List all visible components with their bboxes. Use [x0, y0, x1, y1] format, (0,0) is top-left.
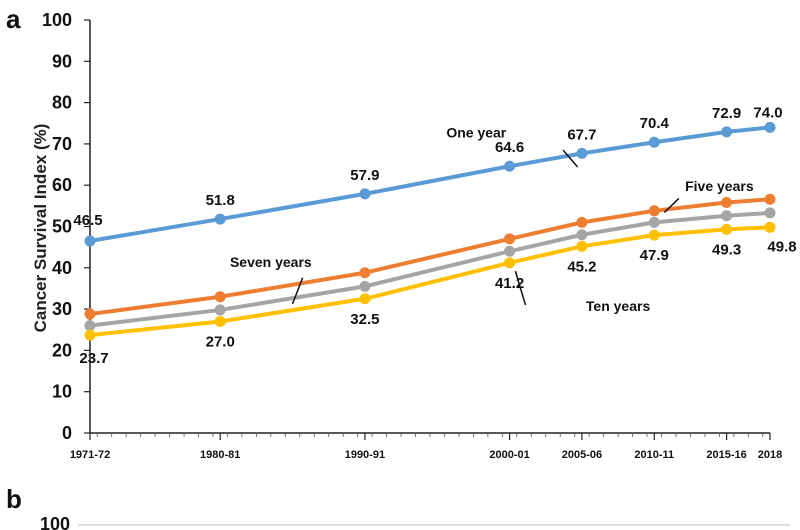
series-line-ten-years — [88, 225, 772, 338]
x-tick-label: 1990-91 — [345, 449, 385, 461]
data-label-one-year: 72.9 — [712, 105, 741, 122]
data-point-five-years — [576, 216, 588, 228]
data-point-ten-years — [721, 223, 733, 235]
leader-line-ten-years — [514, 270, 527, 306]
data-labels-layer: 46.5 51.8 57.9 64.6 67.7 70.4 72.9 74.0 23.7 27.0… — [73, 104, 796, 367]
series-name-five-years: Five years — [685, 178, 754, 194]
series-callouts: One year Five years Seven years Ten years — [230, 125, 754, 314]
data-point-five-years — [764, 193, 776, 205]
data-point-ten-years — [504, 257, 516, 269]
data-point-ten-years — [764, 221, 776, 233]
series-name-seven-years: Seven years — [230, 254, 312, 270]
y-tick-label: 0 — [62, 423, 72, 443]
data-point-seven-years — [504, 245, 516, 257]
data-point-ten-years — [214, 315, 226, 327]
data-point-one-year — [504, 160, 516, 172]
data-point-seven-years — [721, 210, 733, 222]
data-label-one-year: 46.5 — [73, 212, 102, 229]
data-point-one-year — [359, 188, 371, 200]
y-tick-label: 50 — [52, 217, 72, 237]
data-point-ten-years — [576, 240, 588, 252]
series-line-seven-years — [88, 210, 772, 328]
data-label-one-year: 57.9 — [350, 167, 379, 184]
y-tick-label: 90 — [52, 51, 72, 71]
x-tick-label: 2000-01 — [489, 449, 529, 461]
x-tick-label: 1971-72 — [70, 449, 110, 461]
data-label-ten-years: 49.3 — [712, 241, 741, 258]
data-label-ten-years: 49.8 — [767, 238, 796, 255]
x-tick-label: 2015-16 — [706, 449, 746, 461]
y-tick-label: 10 — [52, 382, 72, 402]
data-point-five-years — [504, 233, 516, 245]
data-point-five-years — [214, 291, 226, 303]
y-tick-label: 100 — [42, 10, 72, 30]
data-point-one-year — [214, 213, 226, 225]
y-axis-title: Cancer Survival Index (%) — [31, 124, 50, 333]
data-label-one-year: 67.7 — [567, 126, 596, 143]
y-tick-label: 20 — [52, 340, 72, 360]
data-label-ten-years: 45.2 — [567, 258, 596, 275]
data-point-ten-years — [359, 293, 371, 305]
y-tick-label: 30 — [52, 299, 72, 319]
data-point-five-years — [721, 197, 733, 209]
series-name-ten-years: Ten years — [586, 298, 651, 314]
panel-label-a: a — [6, 4, 21, 34]
x-tick-label: 1980-81 — [200, 449, 240, 461]
chart-axes: 0 10 20 30 40 50 60 70 80 90 100 1971-72 1980-81 1990… — [42, 10, 782, 461]
data-point-five-years — [359, 267, 371, 279]
data-point-one-year — [576, 147, 588, 159]
data-point-seven-years — [214, 304, 226, 316]
y-tick-label: 40 — [52, 258, 72, 278]
x-tick-label: 2010-11 — [634, 449, 674, 461]
panel-b-y-tick-100: 100 — [40, 514, 70, 530]
panel-label-b: b — [6, 484, 22, 514]
data-label-one-year: 70.4 — [640, 115, 670, 132]
data-label-ten-years: 23.7 — [79, 350, 108, 367]
data-point-one-year — [84, 235, 96, 247]
series-line-one-year — [88, 125, 772, 243]
x-tick-label: 2018 — [758, 449, 782, 461]
data-point-ten-years — [84, 329, 96, 341]
data-label-one-year: 74.0 — [753, 104, 782, 121]
data-label-one-year: 51.8 — [206, 192, 235, 209]
data-point-ten-years — [648, 229, 660, 241]
y-tick-label: 80 — [52, 93, 72, 113]
data-point-one-year — [721, 126, 733, 138]
leader-line-one-year — [562, 149, 579, 168]
series-line-five-years — [88, 197, 772, 317]
data-label-ten-years: 47.9 — [640, 247, 669, 264]
data-label-one-year: 64.6 — [495, 139, 524, 156]
data-label-ten-years: 32.5 — [350, 311, 379, 328]
data-point-one-year — [648, 136, 660, 148]
y-tick-label: 60 — [52, 175, 72, 195]
data-point-seven-years — [84, 320, 96, 332]
leader-line-five-years — [663, 197, 680, 213]
x-tick-label: 2005-06 — [562, 449, 602, 461]
data-point-seven-years — [359, 280, 371, 292]
data-point-one-year — [764, 121, 776, 133]
series-layer — [84, 121, 776, 341]
y-tick-label: 70 — [52, 134, 72, 154]
data-label-ten-years: 41.2 — [495, 275, 524, 292]
data-point-seven-years — [648, 216, 660, 228]
data-point-seven-years — [764, 207, 776, 219]
leader-line-seven-years — [291, 277, 304, 305]
data-label-ten-years: 27.0 — [206, 333, 235, 350]
data-point-five-years — [84, 308, 96, 320]
series-name-one-year: One year — [446, 125, 506, 141]
data-point-seven-years — [576, 229, 588, 241]
data-point-five-years — [648, 205, 660, 217]
